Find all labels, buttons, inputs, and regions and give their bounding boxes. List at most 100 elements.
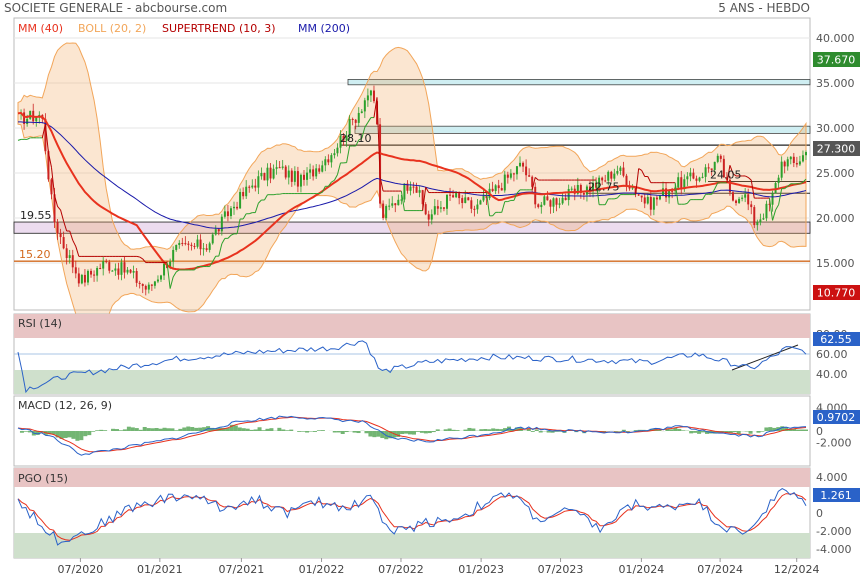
supertrend-seg-253 [784,185,789,190]
candle-body-83 [269,167,272,179]
candle-body-38 [132,271,135,273]
price-y-axis: 40.000 35.000 30.000 25.000 20.000 15.000 [816,32,855,270]
candle-body-22 [83,274,86,283]
macd-hist-bar-168 [681,430,686,431]
macd-hist-bar-88 [364,431,369,434]
macd-hist-bar-41 [178,428,183,431]
candle-body-80 [260,173,263,177]
macd-hist-bar-185 [748,431,753,434]
legend-boll: BOLL (20, 2) [78,22,146,35]
macd-hist-bar-3 [27,431,32,433]
annotation-2: 28.10 [340,132,372,145]
macd-hist-bar-13 [67,431,72,438]
macd-hist-bar-31 [138,429,143,431]
candle-body-146 [461,198,464,203]
supertrend-seg-50 [166,262,171,289]
pgo-ytick-0: 4.000 [816,471,848,484]
candle-body-23 [86,270,89,283]
candle-body-143 [452,195,455,198]
candle-body-241 [750,204,753,208]
macd-hist-bar-130 [530,431,535,432]
supertrend-seg-135 [425,187,430,193]
supertrend-seg-40 [136,255,140,258]
candle-body-58 [193,245,196,247]
supertrend-seg-10 [44,124,49,153]
macd-hist-bar-151 [613,431,618,432]
low-badge [813,285,860,300]
candle-body-219 [683,179,686,190]
candle-body-27 [99,268,102,270]
macd-hist-bar-90 [372,431,377,438]
candle-body-106 [339,135,342,148]
supertrend-seg-259 [802,178,807,183]
candle-body-251 [780,161,783,178]
resistance-zone-mid [354,125,811,134]
price-ytick-0: 40.000 [816,32,855,45]
macd-hist-bar-173 [701,431,706,433]
candle-body-229 [713,161,716,170]
candle-body-213 [665,188,668,198]
macd-hist-bar-22 [103,430,108,431]
supertrend-seg-18 [69,230,74,241]
macd-hist-bar-164 [665,428,670,431]
candle-body-82 [266,167,269,181]
macd-hist-bar-131 [534,429,539,431]
macd-hist-bar-56 [237,427,242,431]
macd-hist-bar-82 [340,431,345,434]
pgo-ytick-3: -2.000 [816,525,851,538]
supertrend-seg-77 [249,212,253,215]
candle-body-92 [296,171,299,187]
candle-body-147 [464,197,467,203]
candle-body-244 [759,219,762,223]
supertrend-seg-197 [614,197,618,200]
supertrend-seg-109 [346,145,351,163]
pgo-ytick-4: -4.000 [816,543,851,556]
macd-hist-bar-98 [404,431,409,434]
candle-body-177 [555,198,558,205]
candle-body-129 [409,186,412,191]
macd-signal-line [17,416,807,453]
x-label-5: 01/2023 [458,563,504,576]
supertrend-seg-221 [686,199,691,204]
macd-hist-bar-195 [788,429,793,431]
supertrend-seg-71 [230,233,235,236]
candle-body-66 [217,229,220,232]
supertrend-seg-85 [273,193,277,196]
x-label-0: 07/2020 [58,563,104,576]
support-zone [13,221,811,234]
macd-hist-bar-28 [126,426,131,431]
macd-hist-bar-37 [162,427,167,431]
candle-body-112 [357,112,360,123]
supertrend-seg-226 [702,194,707,200]
candle-body-162 [509,173,512,178]
candle-body-78 [254,185,257,188]
candle-body-47 [159,275,162,280]
supertrend-seg-112 [355,139,360,147]
candle-body-153 [482,195,485,201]
candle-body-34 [120,262,123,275]
macd-hist-bar-46 [198,427,203,431]
candle-body-247 [768,203,771,205]
macd-hist-bar-67 [281,429,286,431]
candle-body-257 [798,161,801,165]
candle-body-141 [445,194,448,209]
candle-body-33 [117,268,120,275]
candle-body-130 [412,186,415,188]
supertrend-seg-64 [209,261,214,267]
pgo-ytick-2: 0 [816,507,823,520]
supertrend-seg-164 [513,193,518,201]
candle-body-20 [77,273,80,284]
candle-body-170 [534,186,537,205]
macd-hist-bar-26 [118,430,123,431]
macd-hist-bar-132 [538,431,543,433]
candle-body-14 [59,233,62,238]
candle-body-74 [242,191,245,197]
macd-hist-bar-25 [114,429,119,431]
candle-body-253 [786,159,789,167]
macd-hist-bar-29 [130,427,135,431]
candle-body-101 [324,159,327,166]
supertrend-seg-82 [264,194,268,201]
macd-hist-bar-135 [550,431,555,433]
candle-body-4 [29,110,32,119]
